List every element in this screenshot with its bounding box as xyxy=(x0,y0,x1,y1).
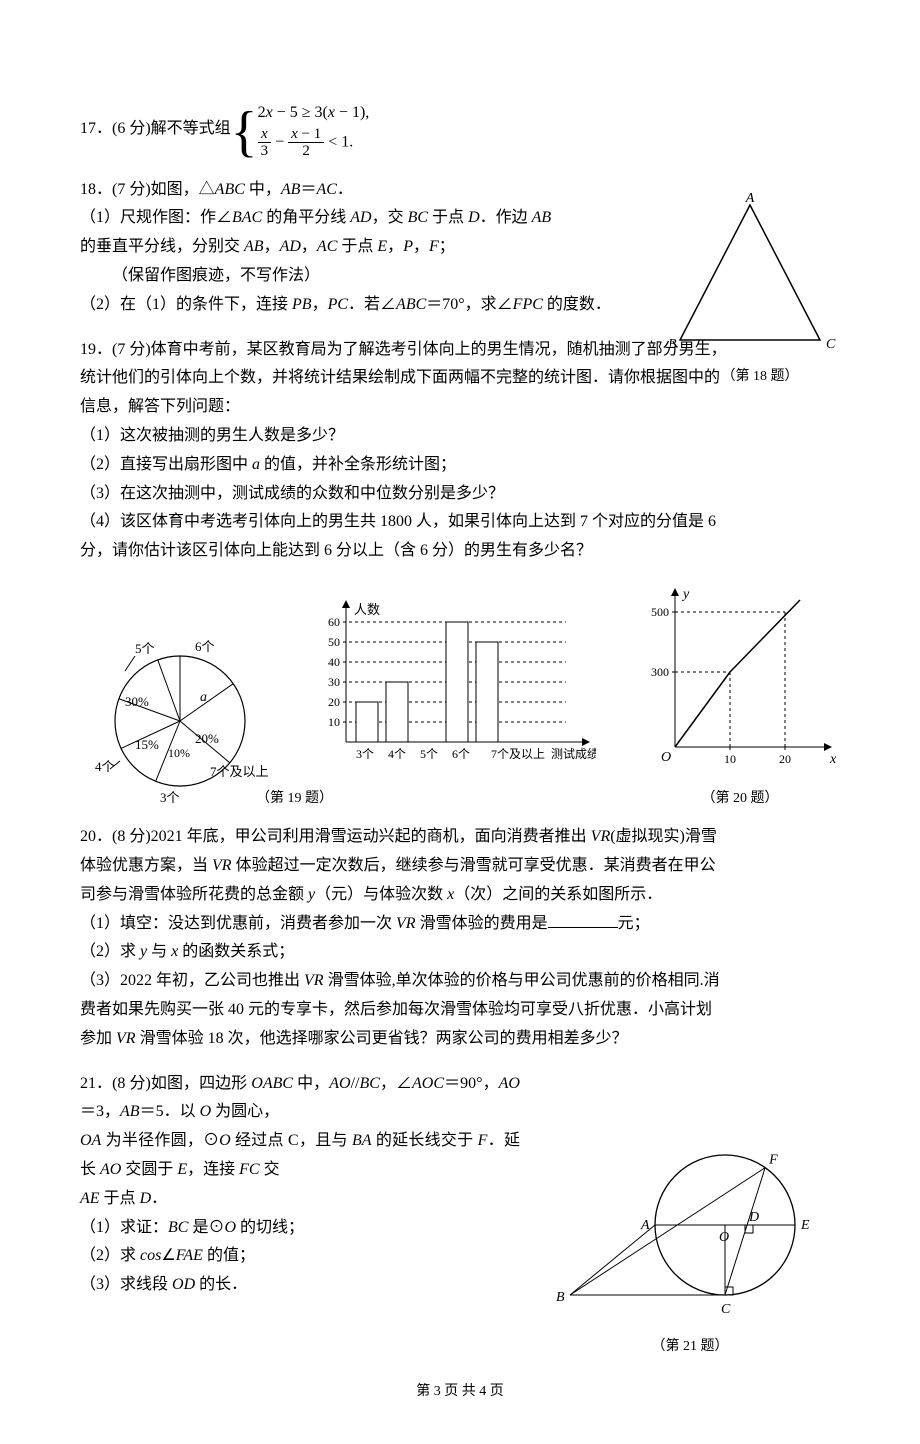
svg-text:10: 10 xyxy=(328,715,340,729)
svg-text:3个: 3个 xyxy=(356,747,374,761)
svg-text:7个及以上: 7个及以上 xyxy=(491,747,545,761)
q20: 20．(8 分)2021 年底，甲公司利用滑雪运动兴起的商机，面向消费者推出 V… xyxy=(80,823,840,1053)
fig18-caption: （第 18 题） xyxy=(722,360,799,389)
fig18: A B C （第 18 题） xyxy=(670,190,850,389)
svg-text:A: A xyxy=(640,1218,650,1233)
svg-text:E: E xyxy=(800,1218,810,1233)
svg-text:10%: 10% xyxy=(168,746,190,760)
svg-text:B: B xyxy=(670,337,677,352)
svg-text:15%: 15% xyxy=(135,737,159,752)
svg-text:a: a xyxy=(200,690,207,705)
svg-text:20: 20 xyxy=(779,752,791,766)
fig-row-19-20: 6个 5个 30% a 20% 15% 10% 4个 3个 7个及以上 人数 60 50 40 30 20 1… xyxy=(80,582,840,811)
svg-text:500: 500 xyxy=(651,605,669,619)
svg-text:A: A xyxy=(745,191,755,206)
svg-text:5个: 5个 xyxy=(135,641,155,656)
svg-text:F: F xyxy=(768,1152,778,1167)
svg-text:x: x xyxy=(829,752,837,767)
svg-text:O: O xyxy=(719,1230,729,1245)
fig20-box: y x O 500 300 10 20 （第 20 题） xyxy=(640,582,840,811)
svg-text:6个: 6个 xyxy=(195,639,215,654)
fig19-bar: 人数 60 50 40 30 20 10 3个 4个 5个 6个 7个及以上测试成绩 xyxy=(296,592,596,782)
svg-text:人数: 人数 xyxy=(354,602,380,617)
svg-text:C: C xyxy=(721,1302,731,1317)
svg-text:40: 40 xyxy=(328,655,340,669)
page-footer: 第 3 页 共 4 页 xyxy=(80,1379,840,1404)
brace: { xyxy=(231,104,258,160)
fig21-caption: （第 21 题） xyxy=(652,1330,729,1359)
fig19-pie: 6个 5个 30% a 20% 15% 10% 4个 3个 7个及以上 xyxy=(80,621,280,811)
svg-text:20: 20 xyxy=(328,695,340,709)
fig20-caption: （第 20 题） xyxy=(702,782,779,811)
fig19-pie-box: 6个 5个 30% a 20% 15% 10% 4个 3个 7个及以上 xyxy=(80,621,280,811)
svg-text:60: 60 xyxy=(328,615,340,629)
svg-text:测试成绩: 测试成绩 xyxy=(551,746,596,761)
svg-text:4个: 4个 xyxy=(95,759,115,774)
blank xyxy=(548,911,618,928)
q21: 21．(8 分)如图，四边形 OABC 中，AO//BC，∠AOC＝90°，AO… xyxy=(80,1070,520,1300)
q17: 17．(6 分)解不等式组 { 2x − 5 ≥ 3(x − 1), x3 − … xyxy=(80,100,840,160)
system: 2x − 5 ≥ 3(x − 1), x3 − x − 12 < 1. xyxy=(258,100,370,160)
q17-label: 17．(6 分)解不等式组 xyxy=(80,115,231,144)
svg-text:10: 10 xyxy=(724,752,736,766)
svg-text:B: B xyxy=(556,1290,565,1305)
svg-text:300: 300 xyxy=(651,665,669,679)
svg-text:6个: 6个 xyxy=(452,747,470,761)
svg-text:D: D xyxy=(748,1210,759,1225)
svg-text:4个: 4个 xyxy=(388,747,406,761)
svg-text:30: 30 xyxy=(328,675,340,689)
fig20-svg: y x O 500 300 10 20 xyxy=(640,582,840,782)
svg-text:O: O xyxy=(661,750,671,765)
svg-text:5个: 5个 xyxy=(420,747,438,761)
fig19-bar-box: 人数6050403020103个4个5个6个7个及以上测试成绩 （第 19 题） xyxy=(296,592,596,811)
svg-text:3个: 3个 xyxy=(160,790,180,805)
fig19-caption: （第 19 题） xyxy=(256,782,333,811)
svg-text:20%: 20% xyxy=(195,731,219,746)
svg-text:30%: 30% xyxy=(125,694,149,709)
fig21-svg: A E O D C B F xyxy=(540,1120,840,1330)
fig18-svg: A B C xyxy=(670,190,850,360)
svg-text:50: 50 xyxy=(328,635,340,649)
svg-text:C: C xyxy=(826,337,836,352)
fig21-box: A E O D C B F （第 21 题） xyxy=(540,1120,840,1359)
svg-text:7个及以上: 7个及以上 xyxy=(210,764,269,779)
svg-text:y: y xyxy=(681,587,690,602)
